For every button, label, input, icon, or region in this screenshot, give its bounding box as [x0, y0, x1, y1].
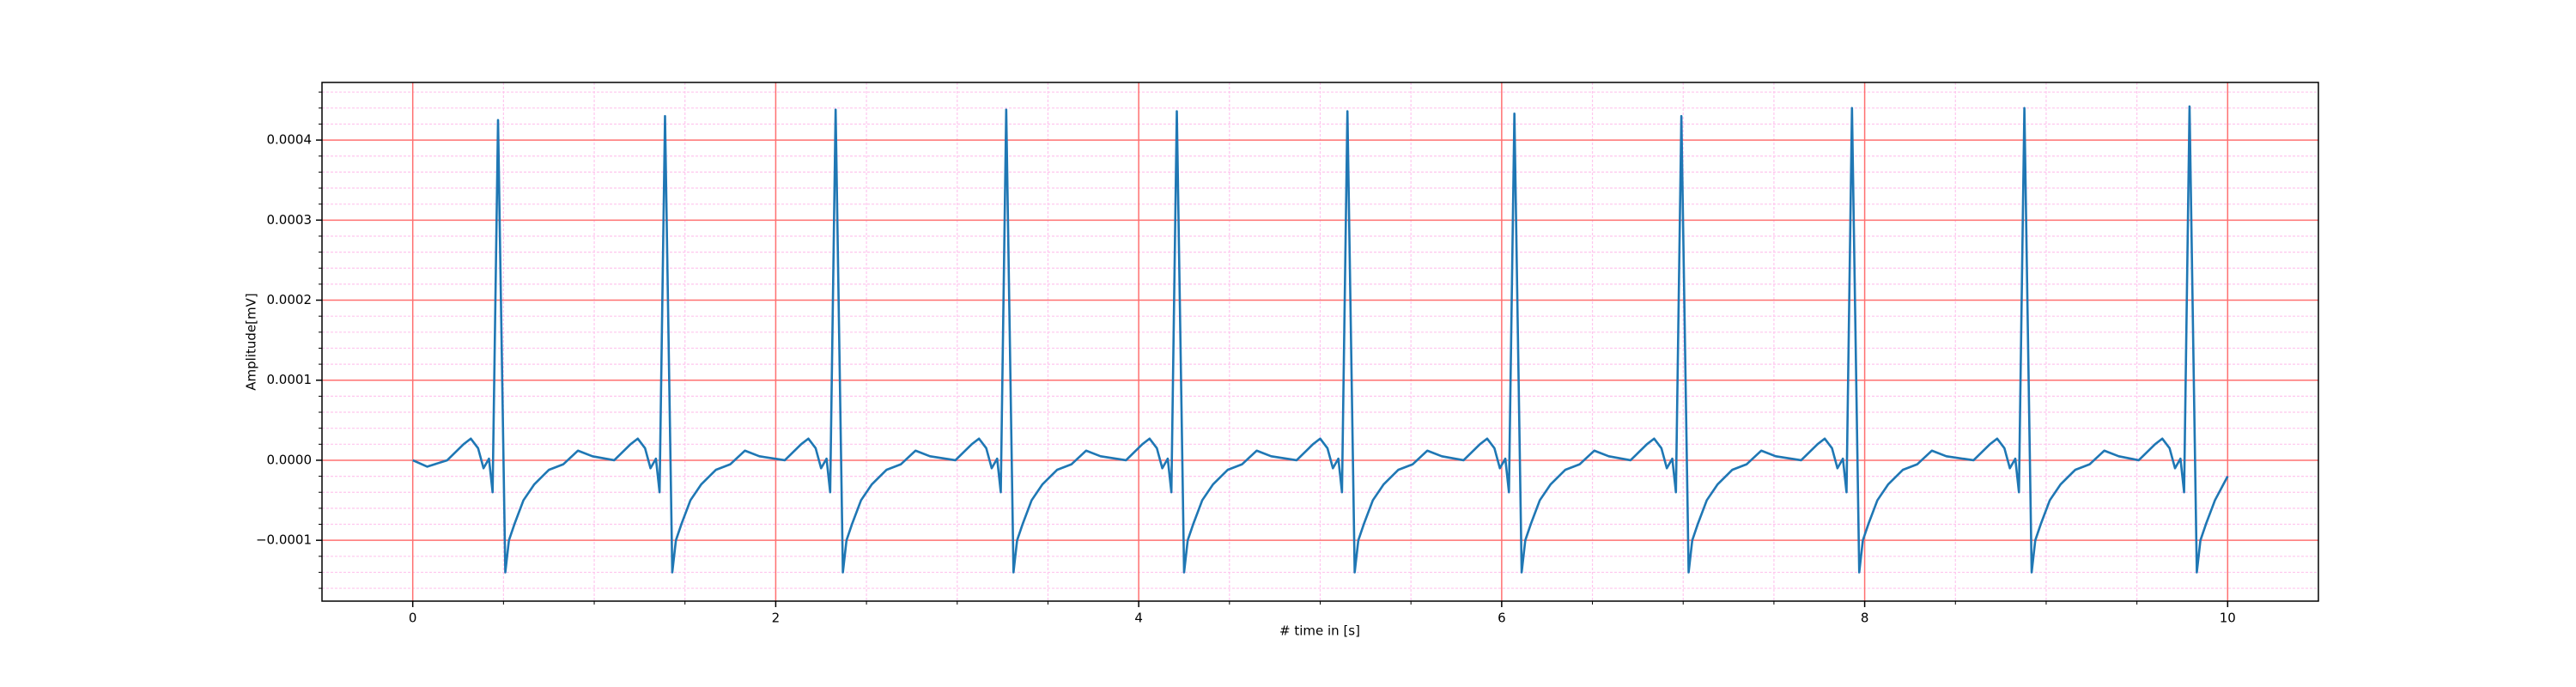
y-axis-label: Amplitude[mV] — [244, 293, 259, 390]
grid — [322, 82, 2318, 601]
y-tick-label: 0.0001 — [267, 372, 313, 387]
x-tick-label: 6 — [1498, 611, 1506, 626]
signal-line — [412, 105, 2229, 574]
x-tick-label: 0 — [409, 611, 417, 626]
y-tick-label: 0.0003 — [267, 212, 313, 228]
x-axis-label: # time in [s] — [1279, 623, 1360, 639]
y-tick-label: −0.0001 — [256, 532, 312, 548]
axes: 0 2 4 6 8 10 −0.0001 0.0000 0.0001 0.0002 0.0003 0.… — [256, 82, 2319, 626]
plot-frame — [321, 82, 2319, 602]
x-tick-label: 10 — [2220, 611, 2236, 626]
y-tick-label: 0.0004 — [267, 132, 313, 148]
plot — [412, 105, 2229, 574]
x-tick-label: 2 — [772, 611, 781, 626]
x-tick-label: 8 — [1861, 611, 1869, 626]
y-tick-label: 0.0000 — [267, 452, 313, 467]
y-tick-label: 0.0002 — [267, 292, 313, 307]
x-tick-label: 4 — [1134, 611, 1143, 626]
